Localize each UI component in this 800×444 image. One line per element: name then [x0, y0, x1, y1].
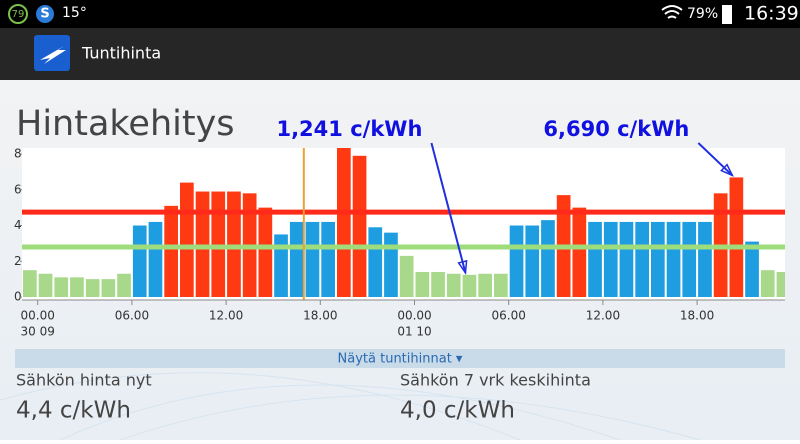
bars: [22, 148, 785, 300]
badge-icon: [8, 4, 28, 24]
app-bar: [0, 28, 800, 80]
annotation-arrow: [430, 142, 467, 274]
bar: [211, 191, 226, 297]
temperature: 15°: [62, 5, 87, 21]
x-sublabel: 01 10: [397, 325, 431, 339]
bar: [227, 191, 241, 297]
bar: [666, 221, 681, 297]
bar: [195, 191, 210, 297]
s-icon: [36, 5, 54, 23]
bar: [588, 221, 602, 297]
bar: [760, 270, 775, 297]
bar: [368, 227, 383, 297]
app-icon-glyph: [40, 46, 66, 64]
stat-value: 4,4 c/kWh: [16, 398, 131, 424]
battery-icon: [722, 5, 732, 24]
bar: [23, 270, 37, 297]
battery-level: 79%: [687, 6, 718, 22]
stat-label: Sähkön hinta nyt: [16, 371, 152, 390]
bar: [776, 271, 785, 297]
bar: [682, 221, 697, 297]
x-tick-label: 12.00: [209, 309, 243, 323]
wifi-icon: [661, 5, 683, 19]
bar: [572, 207, 587, 297]
y-tick-label: 2: [14, 254, 22, 268]
x-tick-label: 00.00: [21, 309, 55, 323]
badge: 79: [12, 9, 25, 20]
x-tick-label: 06.00: [115, 309, 149, 323]
bar: [337, 148, 351, 297]
annotation-arrow: [697, 142, 734, 177]
bar: [258, 207, 273, 297]
bar: [180, 182, 194, 297]
decor: [0, 372, 701, 441]
bar: [509, 225, 524, 297]
x-tick-label: 06.00: [492, 309, 526, 323]
bar: [619, 221, 634, 297]
x-tick-label: 18.00: [680, 309, 714, 323]
bar: [384, 232, 398, 297]
heading: Hintakehitys: [16, 104, 235, 144]
bar: [729, 177, 744, 297]
bar: [635, 221, 649, 297]
status-bar: [0, 0, 800, 28]
stat-value: 4,0 c/kWh: [400, 398, 515, 424]
bar: [603, 221, 618, 297]
y-tick-label: 0: [14, 290, 22, 304]
x-sublabel: 30 09: [21, 325, 55, 339]
bar: [38, 273, 53, 297]
bar: [70, 277, 84, 297]
bar: [446, 273, 461, 297]
bar: [164, 205, 178, 297]
bar: [117, 273, 131, 297]
bar: [745, 241, 759, 297]
bar: [462, 274, 477, 297]
bar: [321, 221, 335, 297]
value-label: 1,241 c/kWh: [276, 117, 422, 141]
bar: [651, 221, 665, 297]
x-tick-label: 12.00: [586, 309, 620, 323]
value-label: 6,690 c/kWh: [543, 117, 689, 141]
y-tick-label: 6: [14, 182, 22, 196]
bar: [698, 221, 712, 297]
s-letter: S: [40, 7, 49, 22]
x-tick-label: 18.00: [303, 309, 337, 323]
app-title: Tuntihinta: [81, 44, 161, 63]
x-tick-label: 00.00: [397, 309, 431, 323]
bar: [54, 277, 69, 297]
y-tick-label: 4: [14, 218, 22, 232]
bar: [478, 273, 492, 297]
bar: [274, 234, 288, 297]
bar: [352, 155, 367, 297]
bar: [305, 221, 320, 297]
toggle-bar[interactable]: [15, 349, 785, 368]
bar: [85, 279, 100, 297]
annotation-arrowhead: [457, 259, 468, 275]
bar: [399, 255, 414, 297]
clock: 16:39: [744, 3, 799, 25]
bar: [132, 225, 147, 297]
bar: [525, 225, 540, 297]
annotation-arrowhead: [720, 163, 734, 177]
bar: [289, 221, 304, 297]
stat-label: Sähkön 7 vrk keskihinta: [400, 371, 591, 390]
bar: [431, 271, 445, 297]
bar: [148, 221, 163, 297]
bar: [541, 220, 555, 297]
y-tick-label: 8: [14, 147, 22, 161]
bar: [101, 279, 116, 297]
bar: [494, 273, 508, 297]
toggle-label[interactable]: Näytä tuntihinnat ▾: [338, 352, 463, 367]
bar: [415, 271, 430, 297]
